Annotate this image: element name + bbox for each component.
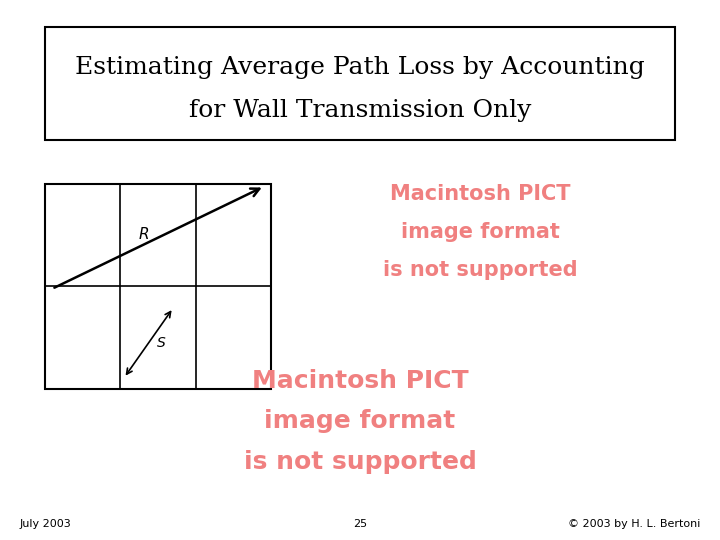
Bar xyxy=(45,184,271,389)
Text: © 2003 by H. L. Bertoni: © 2003 by H. L. Bertoni xyxy=(567,519,700,529)
Text: Macintosh PICT: Macintosh PICT xyxy=(390,184,571,205)
Text: Macintosh PICT: Macintosh PICT xyxy=(252,369,468,393)
Text: image format: image format xyxy=(401,222,560,242)
Text: is not supported: is not supported xyxy=(243,450,477,474)
Text: Estimating Average Path Loss by Accounting: Estimating Average Path Loss by Accounti… xyxy=(75,56,645,79)
Text: is not supported: is not supported xyxy=(383,260,577,280)
Text: July 2003: July 2003 xyxy=(20,519,72,529)
Text: 25: 25 xyxy=(353,519,367,529)
Text: R: R xyxy=(139,227,149,242)
Text: image format: image format xyxy=(264,409,456,433)
Text: for Wall Transmission Only: for Wall Transmission Only xyxy=(189,99,531,122)
Text: S: S xyxy=(157,336,166,350)
Bar xyxy=(45,27,675,140)
